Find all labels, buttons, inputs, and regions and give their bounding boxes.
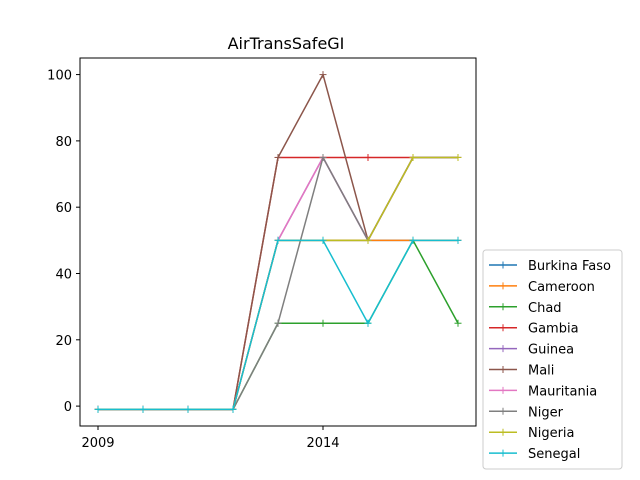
legend-box: [482, 249, 623, 470]
legend-item: Nigeria: [489, 426, 575, 441]
legend: Burkina Faso Cameroon Chad Gambia Guinea Mali…: [482, 249, 623, 470]
series-line-niger: [98, 156, 458, 411]
legend-label: Gambia: [528, 322, 579, 337]
y-tick-label: 80: [55, 135, 72, 150]
legend-label: Chad: [528, 301, 562, 316]
series-mauritania: [94, 153, 462, 413]
legend-label: Senegal: [528, 447, 580, 462]
legend-label: Nigeria: [528, 426, 575, 441]
series-line-nigeria: [98, 156, 458, 411]
series-nigeria: [94, 153, 462, 413]
series-gambia: [94, 153, 462, 413]
series-line-guinea: [98, 156, 458, 411]
chart-title: AirTransSafeGI: [228, 34, 345, 53]
legend-item: Cameroon: [489, 280, 595, 295]
series-layer: [94, 71, 462, 413]
x-tick-label: 2014: [306, 436, 339, 451]
legend-item: Chad: [489, 301, 562, 316]
legend-label: Mali: [528, 364, 554, 379]
legend-item: Mauritania: [489, 384, 597, 399]
y-tick-label: 100: [47, 69, 72, 84]
x-axis: 2009 2014: [81, 426, 340, 451]
legend-label: Cameroon: [528, 280, 595, 295]
y-tick-label: 20: [55, 334, 72, 349]
series-senegal: [94, 236, 462, 413]
plot-area: [79, 57, 477, 427]
y-tick-label: 0: [64, 400, 72, 415]
legend-item: Gambia: [489, 322, 579, 337]
legend-label: Mauritania: [528, 384, 597, 399]
legend-item: Guinea: [489, 343, 574, 358]
series-niger: [94, 153, 462, 413]
legend-item: Niger: [489, 405, 564, 420]
y-axis: 0 20 40 60 80 100: [47, 69, 80, 415]
legend-item: Burkina Faso: [489, 259, 611, 274]
legend-item: Mali: [489, 364, 554, 379]
y-tick-label: 60: [55, 201, 72, 216]
series-line-gambia: [98, 156, 458, 411]
y-tick-label: 40: [55, 267, 72, 282]
legend-label: Burkina Faso: [528, 259, 611, 274]
x-tick-label: 2009: [81, 436, 114, 451]
legend-label: Guinea: [528, 343, 574, 358]
series-guinea: [94, 153, 462, 413]
series-line-mauritania: [98, 156, 458, 411]
legend-label: Niger: [528, 405, 564, 420]
legend-item: Senegal: [489, 447, 580, 462]
